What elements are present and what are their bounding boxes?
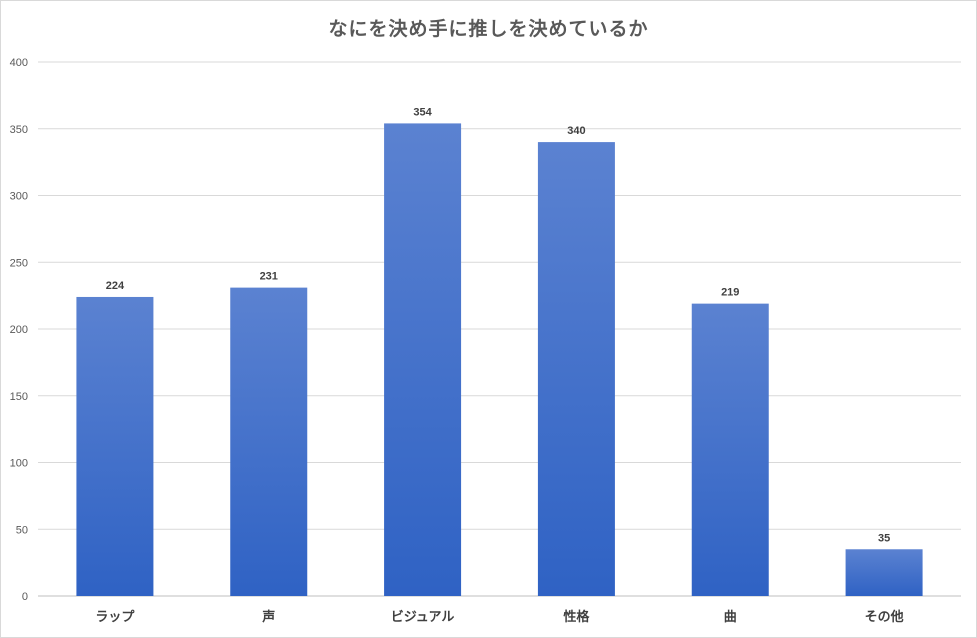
data-label: 231	[260, 271, 278, 283]
data-label: 224	[106, 280, 125, 292]
y-tick-label: 200	[10, 324, 28, 336]
x-tick-label: その他	[865, 609, 904, 625]
bar	[76, 296, 154, 596]
y-tick-label: 350	[10, 124, 28, 136]
y-tick-label: 150	[10, 391, 28, 403]
y-tick-label: 400	[10, 57, 28, 69]
bar	[845, 549, 923, 596]
x-tick-label: 曲	[724, 609, 737, 625]
x-tick-label: ラップ	[95, 610, 135, 625]
x-axis-labels: ラップ 声 ビジュアル 性格 曲 その他	[95, 609, 903, 625]
x-tick-label: 声	[261, 609, 275, 625]
bar	[384, 123, 462, 596]
y-axis-ticks: 0 50 100 150 200 250 300 350 400	[10, 57, 28, 603]
bar	[537, 142, 615, 596]
data-labels: 224 231 354 340 219 35	[106, 106, 890, 544]
bar	[230, 287, 308, 596]
chart-title: なにを決め手に推しを決めているか	[328, 18, 649, 40]
x-tick-label: ビジュアル	[391, 609, 455, 625]
data-label: 219	[721, 287, 739, 299]
y-tick-label: 250	[10, 257, 28, 269]
y-tick-label: 100	[10, 458, 28, 470]
data-label: 35	[878, 532, 890, 544]
gridlines	[38, 61, 961, 597]
y-tick-label: 50	[16, 524, 28, 536]
bars	[76, 123, 923, 596]
y-tick-label: 0	[22, 591, 28, 603]
x-tick-label: 性格	[563, 609, 590, 625]
bar	[691, 303, 769, 596]
data-label: 340	[567, 125, 585, 137]
data-label: 354	[413, 106, 432, 118]
y-tick-label: 300	[10, 191, 28, 203]
